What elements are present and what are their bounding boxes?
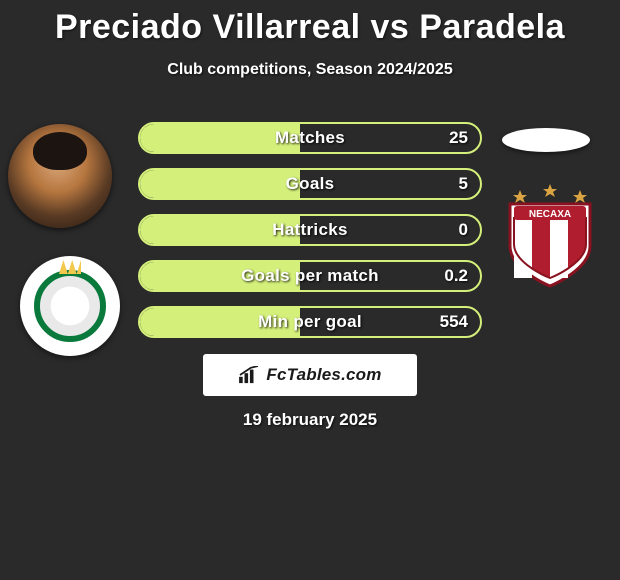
stat-value: 554 — [440, 308, 468, 336]
player-right-avatar — [502, 128, 590, 152]
club-crest-left — [20, 256, 120, 356]
page-title: Preciado Villarreal vs Paradela — [0, 0, 620, 47]
date-text: 19 february 2025 — [0, 410, 620, 430]
crest-right-icon: NECAXA — [500, 182, 600, 288]
crest-left-icon — [34, 270, 106, 342]
stat-label: Goals — [140, 170, 480, 198]
crest-right-label: NECAXA — [529, 209, 571, 220]
stat-value: 0 — [459, 216, 468, 244]
brand-text: FcTables.com — [266, 365, 381, 385]
stat-value: 5 — [459, 170, 468, 198]
stat-label: Hattricks — [140, 216, 480, 244]
stat-value: 0.2 — [444, 262, 468, 290]
subtitle: Club competitions, Season 2024/2025 — [0, 61, 620, 79]
stat-label: Min per goal — [140, 308, 480, 336]
stat-row: Goals per match0.2 — [138, 260, 482, 292]
stat-value: 25 — [449, 124, 468, 152]
stat-row: Matches25 — [138, 122, 482, 154]
stat-row: Goals5 — [138, 168, 482, 200]
player-left-avatar — [8, 124, 112, 228]
chart-icon — [238, 366, 260, 384]
brand-box[interactable]: FcTables.com — [203, 354, 417, 396]
stat-row: Hattricks0 — [138, 214, 482, 246]
club-crest-right: NECAXA — [500, 182, 600, 288]
stat-label: Goals per match — [140, 262, 480, 290]
stat-label: Matches — [140, 124, 480, 152]
stat-row: Min per goal554 — [138, 306, 482, 338]
stats-panel: Matches25 Goals5 Hattricks0 Goals per match… — [138, 122, 482, 352]
